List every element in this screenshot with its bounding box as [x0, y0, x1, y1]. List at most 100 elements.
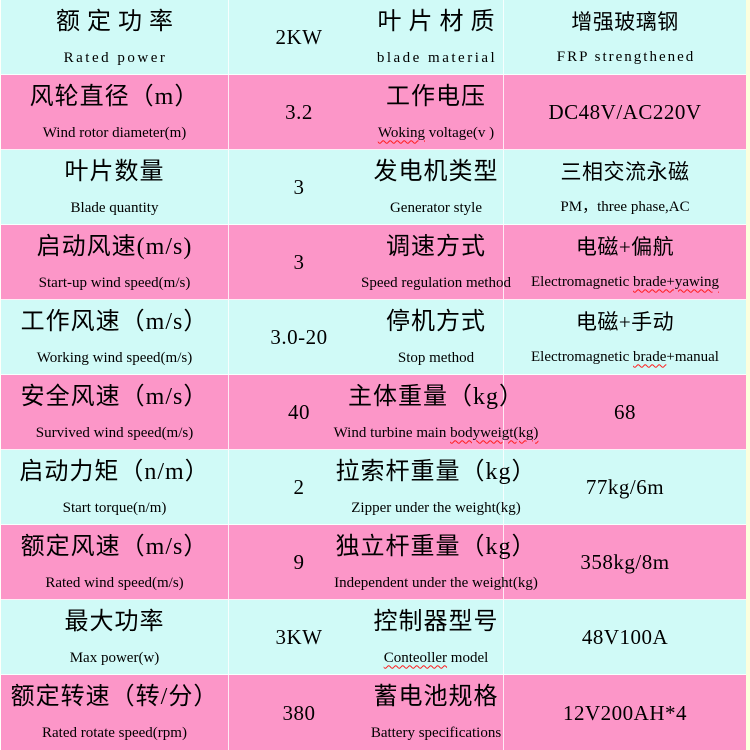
- spec-label-cell-left: 风轮直径（m） Wind rotor diameter(m): [1, 75, 229, 149]
- spec-value: 68: [614, 400, 636, 424]
- spec-label-chinese: 主体重量（kg）: [348, 383, 524, 410]
- spec-value: 电磁+手动: [575, 309, 675, 334]
- spec-label-cell-right: 独立杆重量（kg） Independent under the weight(k…: [334, 525, 538, 599]
- spec-label-chinese: 发电机类型: [373, 158, 499, 185]
- spec-value-cell-right: 电磁+手动 Electromagnetic brade+manual: [504, 300, 746, 374]
- spec-label-chinese: 工作风速（m/s）: [20, 308, 209, 335]
- spec-value: 2: [293, 475, 305, 499]
- spec-label-cell-left: 叶片数量 Blade quantity: [1, 150, 229, 224]
- spec-label-cell-right: 叶片材质 blade material: [369, 0, 504, 74]
- spec-label-cell-right: 工作电压 Woking voltage(v ): [369, 75, 504, 149]
- spec-table-row: 工作风速（m/s） Working wind speed(m/s) 3.0-20…: [1, 300, 746, 375]
- spec-table-row: 启动力矩（n/m） Start torque(n/m) 2 拉索杆重量（kg） …: [1, 450, 746, 525]
- misspelled-text: bodyweigt(kg): [450, 424, 539, 441]
- spec-label-english: Wind turbine main bodyweigt(kg): [333, 424, 539, 441]
- spec-label-english: Survived wind speed(m/s): [35, 424, 194, 441]
- spec-value: 3: [293, 175, 305, 199]
- spec-value: 40: [288, 400, 310, 424]
- spec-value-cell-right: 增强玻璃钢 FRP strengthened: [504, 0, 746, 74]
- spec-value-cell-left: 380: [229, 675, 369, 750]
- spec-label-cell-right: 主体重量（kg） Wind turbine main bodyweigt(kg): [334, 375, 538, 449]
- spec-label-chinese: 安全风速（m/s）: [20, 383, 209, 410]
- spec-label-chinese: 风轮直径（m）: [29, 83, 200, 110]
- spec-label-english: Max power(w): [69, 649, 160, 666]
- spec-value: 12V200AH*4: [563, 700, 687, 725]
- spec-label-cell-left: 启动风速(m/s) Start-up wind speed(m/s): [1, 225, 229, 299]
- spec-label-english: Speed regulation method: [361, 274, 511, 291]
- spec-label-english: Battery specifications: [370, 725, 502, 741]
- spec-value-cell-right: 12V200AH*4: [504, 675, 746, 750]
- spec-label-english: Rated power: [63, 49, 168, 66]
- spec-label-english: blade material: [376, 49, 498, 66]
- spec-label-chinese: 额定风速（m/s）: [20, 533, 209, 560]
- spec-label-chinese: 拉索杆重量（kg）: [335, 458, 537, 485]
- spec-label-chinese: 叶片材质: [377, 8, 502, 35]
- spec-value: 电磁+偏航: [575, 234, 675, 259]
- spec-label-english: Rated wind speed(m/s): [45, 574, 184, 591]
- spec-value-cell-left: 40: [229, 375, 369, 449]
- spec-table-row: 启动风速(m/s) Start-up wind speed(m/s) 3 调速方…: [1, 225, 746, 300]
- misspelled-text: brade: [633, 348, 667, 365]
- spec-value-cell-right: DC48V/AC220V: [504, 75, 746, 149]
- spec-value: 9: [293, 550, 305, 574]
- spec-table-row: 额定功率 Rated power 2KW 叶片材质 blade material…: [1, 0, 746, 75]
- spec-label-cell-right: 拉索杆重量（kg） Zipper under the weight(kg): [336, 450, 536, 524]
- spec-value-cell-left: 3.0-20: [229, 300, 369, 374]
- spec-label-cell-left: 额定风速（m/s） Rated wind speed(m/s): [1, 525, 229, 599]
- spec-value-cell-left: 2: [229, 450, 369, 524]
- spec-label-english: Zipper under the weight(kg): [351, 499, 521, 516]
- spec-label-cell-left: 额定转速（转/分） Rated rotate speed(rpm): [1, 675, 229, 750]
- spec-label-english: Wind rotor diameter(m): [42, 124, 187, 141]
- spec-value: 三相交流永磁: [560, 159, 690, 184]
- spec-value: 358kg/8m: [580, 550, 670, 574]
- spec-value-cell-right: 358kg/8m: [504, 525, 746, 599]
- spec-label-chinese: 启动力矩（n/m）: [19, 458, 210, 485]
- spec-label-cell-left: 最大功率 Max power(w): [1, 600, 229, 674]
- spec-value: DC48V/AC220V: [548, 100, 702, 124]
- spec-label-english: Generator style: [389, 199, 483, 216]
- spec-value: 77kg/6m: [585, 475, 665, 499]
- spec-label-english: Woking voltage(v ): [377, 124, 495, 141]
- misspelled-text: Woking: [377, 124, 425, 141]
- spec-value-cell-right: 48V100A: [504, 600, 746, 674]
- spec-table-row: 安全风速（m/s） Survived wind speed(m/s) 40 主体…: [1, 375, 746, 450]
- spec-label-cell-right: 发电机类型 Generator style: [369, 150, 504, 224]
- spec-label-cell-right: 蓄电池规格 Battery specifications: [369, 675, 504, 750]
- spec-value: 2KW: [275, 25, 323, 49]
- misspelled-text: Conteoller: [383, 649, 448, 666]
- spec-label-cell-left: 工作风速（m/s） Working wind speed(m/s): [1, 300, 229, 374]
- spec-value-cell-left: 3: [229, 150, 369, 224]
- spec-value-cell-right: 三相交流永磁 PM，three phase,AC: [504, 150, 746, 224]
- spec-label-chinese: 停机方式: [386, 308, 486, 335]
- spec-label-english: Start-up wind speed(m/s): [38, 274, 191, 291]
- spec-label-english: Rated rotate speed(rpm): [42, 725, 187, 741]
- spec-table-row: 额定转速（转/分） Rated rotate speed(rpm) 380 蓄电…: [1, 675, 746, 750]
- spec-label-chinese: 控制器型号: [373, 608, 499, 635]
- spec-table-row: 最大功率 Max power(w) 3KW 控制器型号 Conteoller m…: [1, 600, 746, 675]
- spec-value-cell-left: 2KW: [229, 0, 369, 74]
- spec-value: 380: [282, 700, 316, 725]
- spec-label-chinese: 独立杆重量（kg）: [335, 533, 537, 560]
- spec-value-cell-left: 3: [229, 225, 369, 299]
- spec-table-row: 额定风速（m/s） Rated wind speed(m/s) 9 独立杆重量（…: [1, 525, 746, 600]
- spec-value-cell-right: 电磁+偏航 Electromagnetic brade+yawing: [504, 225, 746, 299]
- spec-label-chinese: 启动风速(m/s): [36, 233, 193, 260]
- spec-label-chinese: 叶片数量: [64, 158, 165, 185]
- spec-label-cell-left: 额定功率 Rated power: [1, 0, 229, 74]
- spec-value: 3.0-20: [270, 325, 328, 349]
- spec-value-subtext: Electromagnetic brade+manual: [531, 348, 719, 365]
- spec-label-chinese: 额定转速（转/分）: [10, 684, 219, 710]
- spec-label-chinese: 蓄电池规格: [373, 684, 499, 710]
- spec-label-english: Conteoller model: [383, 649, 489, 666]
- spec-value: 3KW: [275, 625, 323, 649]
- spec-value: 3.2: [285, 100, 313, 124]
- spec-table-row: 叶片数量 Blade quantity 3 发电机类型 Generator st…: [1, 150, 746, 225]
- spec-label-english: Stop method: [397, 349, 475, 366]
- spec-table-row: 风轮直径（m） Wind rotor diameter(m) 3.2 工作电压 …: [1, 75, 746, 150]
- spec-value-subtext: Electromagnetic brade+yawing: [531, 273, 719, 290]
- spec-label-cell-right: 调速方式 Speed regulation method: [361, 225, 511, 299]
- spec-label-chinese: 最大功率: [64, 608, 165, 635]
- spec-value-cell-right: 77kg/6m: [504, 450, 746, 524]
- spec-label-chinese: 额定功率: [56, 8, 180, 35]
